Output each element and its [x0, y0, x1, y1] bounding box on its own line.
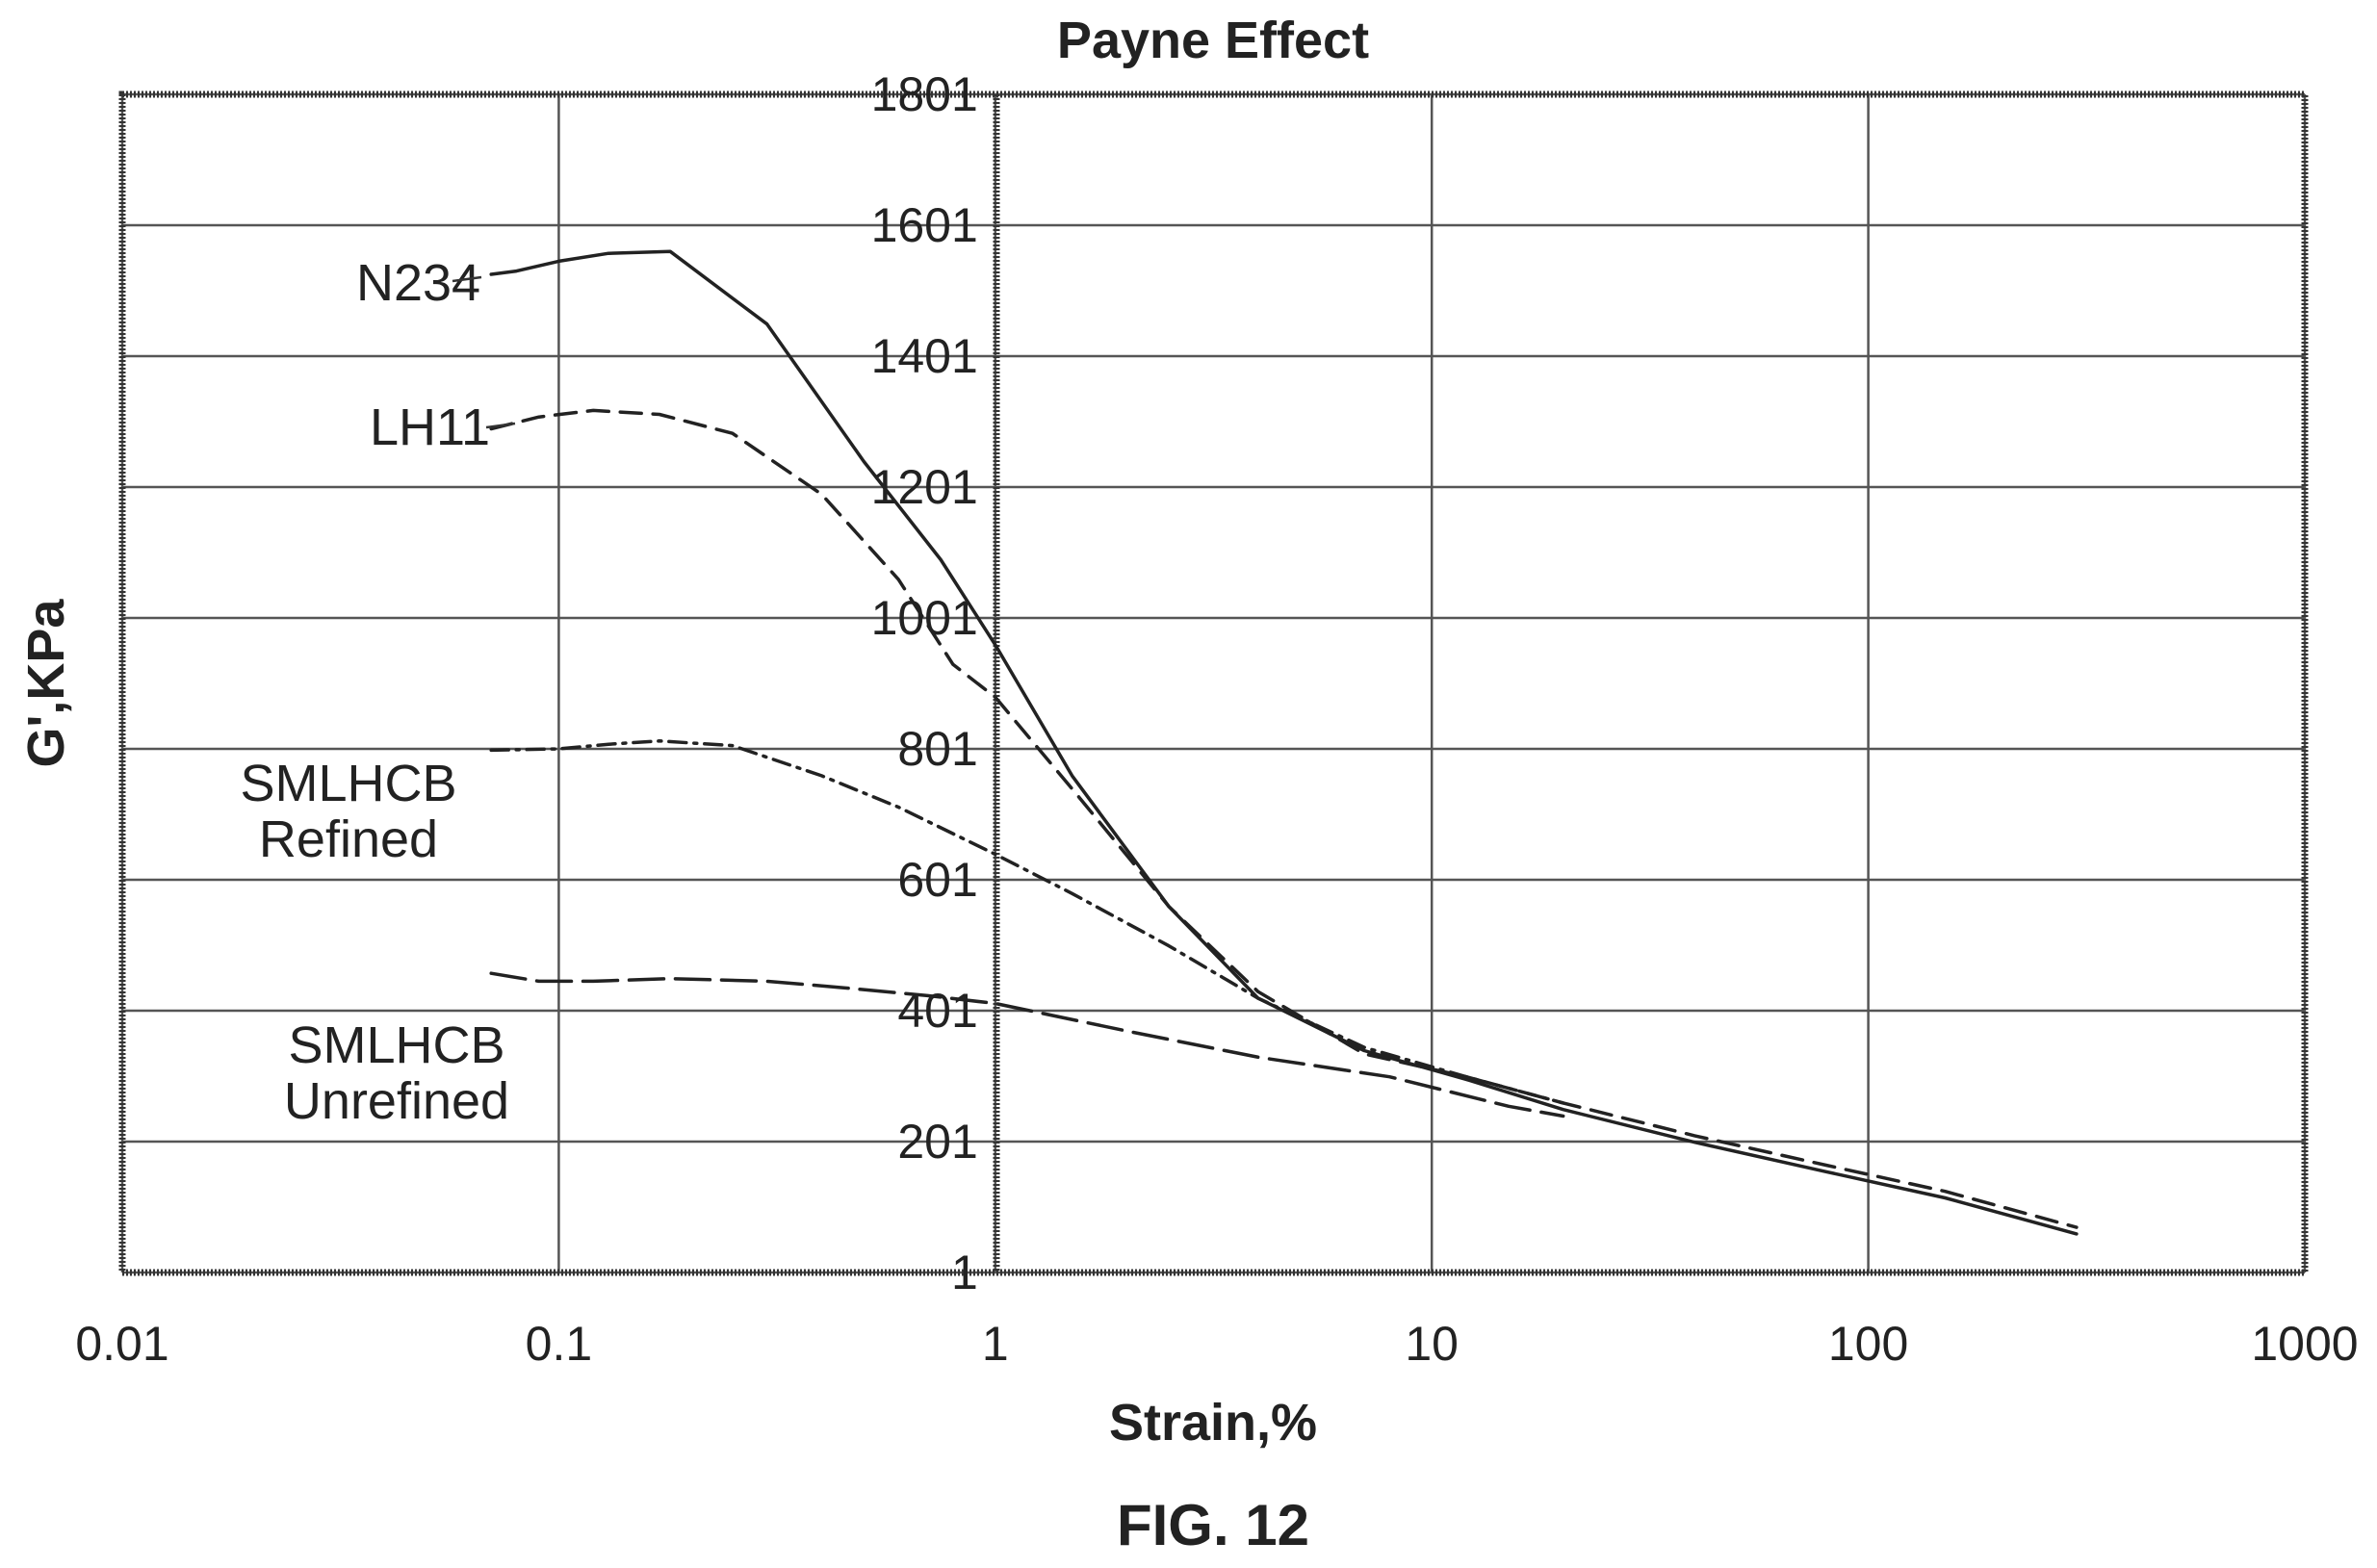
series-line-n234	[489, 249, 2079, 1236]
series-label-leaders	[452, 275, 516, 429]
chart-title: Payne Effect	[1057, 12, 1369, 69]
series-line-smlhcb-refined	[489, 739, 1565, 1105]
series-label-line-0: SMLHCB	[288, 1016, 504, 1074]
x-tick-label-5: 1000	[2251, 1317, 2358, 1371]
x-tick-label-2: 1	[982, 1317, 1009, 1371]
series-label-line-1: Refined	[259, 810, 438, 868]
x-axis-label: Strain,%	[1109, 1394, 1317, 1452]
series-label-smlhcb-refined: SMLHCB Refined	[240, 755, 456, 868]
x-tick-label-4: 100	[1828, 1317, 1908, 1371]
series-label-smlhcb-unrefined: SMLHCB Unrefined	[284, 1016, 509, 1130]
x-tick-label-1: 0.1	[526, 1317, 593, 1371]
figure-caption: FIG. 12	[1117, 1493, 1309, 1557]
x-tick-label-3: 10	[1405, 1317, 1459, 1371]
series-line-smlhcb-unrefined	[489, 971, 1565, 1118]
x-tick-label-0: 0.01	[75, 1317, 168, 1371]
y-tick-label-3: 1201	[871, 460, 978, 514]
y-tick-label-7: 401	[897, 984, 977, 1038]
y-tick-label-4: 1001	[871, 591, 978, 645]
y-tick-label-6: 601	[897, 853, 977, 907]
y-tick-label-8: 201	[897, 1115, 977, 1169]
y-tick-label-9: 1	[951, 1246, 978, 1299]
data-series	[489, 249, 2079, 1236]
plot-frame	[118, 90, 2309, 1276]
series-line-lh11	[489, 408, 2079, 1229]
y-axis-label: G',KPa	[17, 599, 75, 768]
y-tick-label-2: 1401	[871, 329, 978, 383]
y-tick-label-5: 801	[897, 722, 977, 776]
series-label-lh11: LH11	[370, 398, 490, 456]
y-tick-label-1: 1601	[871, 198, 978, 252]
y-tick-label-0: 1801	[871, 67, 978, 121]
series-label-line-1: Unrefined	[284, 1072, 509, 1130]
series-label-line-0: SMLHCB	[240, 755, 456, 812]
series-label-n234: N234	[356, 254, 480, 312]
